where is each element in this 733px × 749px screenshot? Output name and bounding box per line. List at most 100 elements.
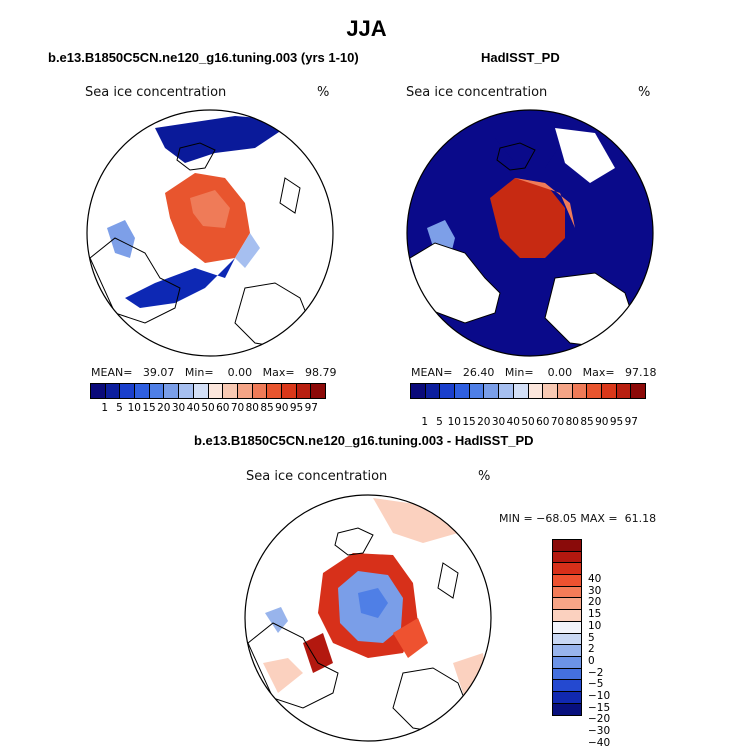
colorbar-tick-label: −10 bbox=[588, 690, 611, 702]
colorbar-swatch bbox=[164, 384, 180, 398]
colorbar-swatch bbox=[267, 384, 282, 398]
colorbar-tick-label: 10 bbox=[588, 619, 602, 632]
colorbar-swatch bbox=[411, 384, 426, 398]
colorbar-swatch bbox=[193, 384, 209, 398]
obs-land-north-america bbox=[410, 243, 500, 323]
model-unit-label: % bbox=[317, 85, 330, 100]
model-coastline-scandinavia bbox=[279, 177, 301, 214]
obs-colorbar-labels: 1 5 10 15 20 30 40 50 60 70 80 85 90 95 97 bbox=[410, 416, 646, 430]
diff-colorbar-labels: 40 30 20 15 10 5 2 0 −2 −5 −10 −15 −20 −30 −40 bbox=[588, 573, 628, 749]
colorbar-tick-label: 20 bbox=[157, 402, 171, 414]
colorbar-tick-label: 90 bbox=[275, 402, 289, 414]
obs-panel-title: HadISST_PD bbox=[481, 50, 560, 65]
colorbar-swatch bbox=[120, 384, 136, 398]
obs-ice-arctic-outer bbox=[515, 178, 575, 228]
colorbar-tick-label: 50 bbox=[521, 416, 535, 428]
colorbar-tick-label: 95 bbox=[289, 402, 304, 414]
model-coastline-greenland bbox=[176, 142, 216, 171]
colorbar-swatch bbox=[553, 610, 581, 622]
colorbar-tick-label: 90 bbox=[595, 416, 609, 428]
colorbar-swatch bbox=[440, 384, 456, 398]
colorbar-tick-label: 85 bbox=[580, 416, 594, 428]
colorbar-swatch bbox=[572, 384, 588, 398]
colorbar-swatch bbox=[513, 384, 529, 398]
colorbar-swatch bbox=[311, 384, 325, 398]
colorbar-tick-label: −40 bbox=[588, 736, 611, 749]
model-ice-atlantic-band bbox=[125, 258, 235, 308]
colorbar-swatch bbox=[553, 645, 581, 657]
colorbar-tick-label: 15 bbox=[588, 608, 602, 621]
diff-coastline-north-america bbox=[247, 622, 339, 709]
colorbar-tick-label: 80 bbox=[245, 402, 259, 414]
colorbar-swatch bbox=[237, 384, 253, 398]
colorbar-tick-label: 97 bbox=[304, 402, 318, 414]
colorbar-swatch bbox=[484, 384, 500, 398]
colorbar-tick-label: 97 bbox=[624, 416, 638, 428]
colorbar-swatch bbox=[149, 384, 165, 398]
colorbar-swatch bbox=[553, 621, 581, 634]
colorbar-swatch bbox=[553, 703, 581, 716]
diff-hudson-blue bbox=[265, 607, 288, 633]
obs-land-patch bbox=[555, 128, 615, 183]
colorbar-swatch bbox=[105, 384, 121, 398]
colorbar-swatch bbox=[528, 384, 544, 398]
colorbar-tick-label: 70 bbox=[230, 402, 245, 414]
colorbar-tick-label: 5 bbox=[116, 402, 123, 414]
colorbar-swatch bbox=[557, 384, 573, 398]
colorbar-tick-label: 50 bbox=[201, 402, 215, 414]
obs-colorbar bbox=[410, 383, 646, 399]
colorbar-swatch bbox=[631, 384, 645, 398]
model-stats: MEAN= 39.07 Min= 0.00 Max= 98.79 bbox=[91, 366, 337, 379]
colorbar-tick-label: 5 bbox=[436, 416, 443, 428]
colorbar-tick-label: 0 bbox=[588, 654, 595, 667]
colorbar-swatch bbox=[553, 551, 581, 564]
colorbar-tick-label: 5 bbox=[588, 631, 595, 644]
obs-open-water-patch bbox=[495, 110, 565, 168]
colorbar-tick-label: 10 bbox=[127, 402, 141, 414]
colorbar-tick-label: 40 bbox=[506, 416, 520, 428]
colorbar-swatch bbox=[252, 384, 268, 398]
diff-colorbar bbox=[552, 539, 582, 717]
model-ice-edge-light bbox=[235, 233, 260, 268]
colorbar-tick-label: −30 bbox=[588, 725, 611, 738]
colorbar-swatch bbox=[616, 384, 632, 398]
obs-coastline-greenland bbox=[496, 142, 536, 171]
colorbar-swatch bbox=[223, 384, 238, 398]
colorbar-tick-label: 20 bbox=[588, 596, 602, 609]
diff-polar-map bbox=[244, 494, 492, 742]
colorbar-swatch bbox=[281, 384, 297, 398]
colorbar-tick-label: 10 bbox=[447, 416, 461, 428]
colorbar-swatch bbox=[425, 384, 441, 398]
model-colorbar bbox=[90, 383, 326, 399]
colorbar-swatch bbox=[553, 563, 581, 576]
colorbar-tick-label: 40 bbox=[588, 573, 602, 585]
diff-atlantic-red bbox=[303, 633, 333, 673]
colorbar-swatch bbox=[553, 668, 581, 681]
colorbar-swatch bbox=[553, 680, 581, 692]
colorbar-swatch bbox=[296, 384, 312, 398]
diff-coastline-scandinavia bbox=[437, 562, 459, 599]
colorbar-swatch bbox=[587, 384, 602, 398]
colorbar-tick-label: −5 bbox=[588, 678, 604, 691]
colorbar-swatch bbox=[553, 598, 581, 611]
obs-polar-map bbox=[406, 109, 654, 357]
colorbar-swatch bbox=[553, 656, 581, 669]
colorbar-swatch bbox=[553, 540, 581, 552]
diff-variable-label: Sea ice concentration bbox=[246, 469, 388, 484]
colorbar-swatch bbox=[553, 575, 581, 587]
colorbar-tick-label: 15 bbox=[142, 402, 156, 414]
colorbar-swatch bbox=[179, 384, 194, 398]
colorbar-swatch bbox=[553, 691, 581, 704]
colorbar-tick-label: 2 bbox=[588, 643, 595, 656]
diff-blue-inner bbox=[358, 588, 388, 618]
colorbar-swatch bbox=[553, 586, 581, 599]
colorbar-swatch bbox=[499, 384, 514, 398]
model-map-border bbox=[86, 109, 334, 357]
colorbar-tick-label: 15 bbox=[462, 416, 476, 428]
obs-ice-arctic-core bbox=[490, 178, 565, 258]
figure-title: JJA bbox=[346, 16, 387, 41]
model-variable-label: Sea ice concentration bbox=[85, 85, 227, 100]
obs-stats: MEAN= 26.40 Min= 0.00 Max= 97.18 bbox=[411, 366, 657, 379]
colorbar-swatch bbox=[455, 384, 470, 398]
model-ice-north-atlantic bbox=[155, 116, 285, 163]
